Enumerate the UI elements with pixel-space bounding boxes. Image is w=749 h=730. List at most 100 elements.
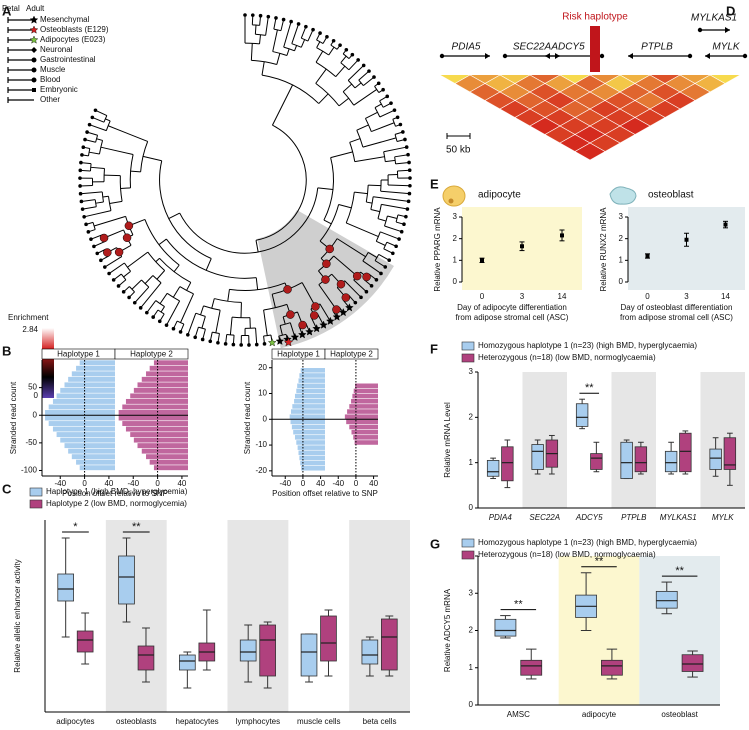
tree-leaf <box>78 184 82 188</box>
tree-leaf <box>325 34 329 39</box>
box <box>137 645 155 671</box>
tree-branch <box>378 253 390 261</box>
box <box>520 659 543 676</box>
tree-branch <box>156 270 166 280</box>
tree-branch <box>227 289 230 302</box>
tree-branch <box>80 191 103 195</box>
read-bar <box>133 387 188 393</box>
read-bar <box>118 410 188 415</box>
enrichment-dot <box>310 311 319 320</box>
box <box>723 437 737 470</box>
read-bar <box>64 443 115 449</box>
enrichment-dot <box>341 293 351 302</box>
read-bar <box>289 414 325 419</box>
legend-swatch <box>461 353 475 363</box>
tree-leaf <box>231 342 236 347</box>
read-bar <box>290 409 325 414</box>
tree-branch <box>155 257 160 263</box>
legend-swatch <box>461 550 475 560</box>
tree-arc <box>255 124 307 241</box>
read-bar <box>52 426 115 432</box>
tree-branch <box>104 174 121 177</box>
tree-branch <box>335 65 346 77</box>
tree-branch <box>342 83 353 93</box>
tree-leaf <box>93 108 98 113</box>
tree-arc <box>89 163 92 171</box>
legend-marker <box>29 35 39 44</box>
tree-branch <box>381 203 408 210</box>
tree-leaf <box>389 101 393 105</box>
tree-branch <box>265 16 269 36</box>
tree-leaf <box>111 278 116 282</box>
x-tick-label: 40 <box>369 479 378 488</box>
tree-branch <box>105 118 111 122</box>
gene-start <box>742 53 748 59</box>
panel-label: G <box>430 536 440 551</box>
tree-branch <box>383 146 407 153</box>
read-bar <box>146 454 188 460</box>
read-bar <box>153 465 188 471</box>
significance-label: ** <box>675 565 684 577</box>
read-bar <box>71 371 115 377</box>
tree-leaf <box>364 289 369 294</box>
tree-branch <box>211 298 215 309</box>
read-bar <box>122 404 188 410</box>
tree-leaf <box>121 290 126 294</box>
y-axis-title: Stranded read count <box>9 381 18 454</box>
x-tick-label: 3 <box>520 292 525 301</box>
y-tick-label: -100 <box>21 466 38 475</box>
y-tick-label: 0 <box>453 277 458 286</box>
tree-leaf <box>402 222 406 227</box>
tree-branch <box>395 161 410 165</box>
panel-label: B <box>2 343 11 358</box>
y-tick-label: 1 <box>453 255 458 264</box>
tree-leaf <box>258 13 263 18</box>
x-tick-label: -40 <box>279 479 291 488</box>
tree-leaf <box>399 229 404 234</box>
tree-leaf <box>398 122 403 127</box>
read-bar <box>294 393 325 399</box>
box <box>679 432 692 473</box>
tree-branch <box>180 293 194 323</box>
box <box>655 590 678 609</box>
read-bar <box>60 437 115 443</box>
tree-branch <box>368 184 382 187</box>
gene-label: SEC22A <box>513 42 552 53</box>
point <box>520 244 524 249</box>
read-bar <box>130 393 188 399</box>
tree-branch <box>379 109 395 118</box>
read-bar <box>68 376 115 382</box>
read-bar <box>146 371 188 377</box>
tree-branch <box>318 93 329 104</box>
tree-branch <box>387 215 398 219</box>
legend-swatch <box>29 487 43 497</box>
read-bar <box>68 448 115 454</box>
enrichment-dot <box>332 305 341 314</box>
read-bar <box>294 435 325 440</box>
tree-branch <box>362 260 382 274</box>
tree-branch <box>316 41 321 48</box>
tree-branch <box>92 116 105 123</box>
y-tick-label: 0 <box>33 410 38 419</box>
tree-branch <box>370 208 380 213</box>
tree-leaf <box>281 17 286 22</box>
read-bar <box>64 382 115 388</box>
tree-branch <box>315 68 327 84</box>
tree-arc <box>195 312 206 317</box>
panel-label: F <box>430 341 438 356</box>
tree-branch <box>104 256 122 268</box>
tree-branch <box>95 109 108 117</box>
tree-leaf <box>350 52 355 57</box>
tree-branch <box>82 206 97 210</box>
x-axis-title: Position offset relative to SNP <box>62 489 168 498</box>
tree-leaf <box>401 130 405 134</box>
tree-leaf <box>397 237 401 241</box>
risk-label: Risk haplotype <box>562 12 628 23</box>
y-tick-label: 3 <box>469 588 474 597</box>
box <box>259 624 276 677</box>
enrichment-dot <box>336 279 346 289</box>
read-bar <box>290 419 325 425</box>
x-tick-label: PDIA4 <box>489 513 513 522</box>
significance-label: ** <box>585 382 594 394</box>
tree-leaf <box>392 108 397 112</box>
